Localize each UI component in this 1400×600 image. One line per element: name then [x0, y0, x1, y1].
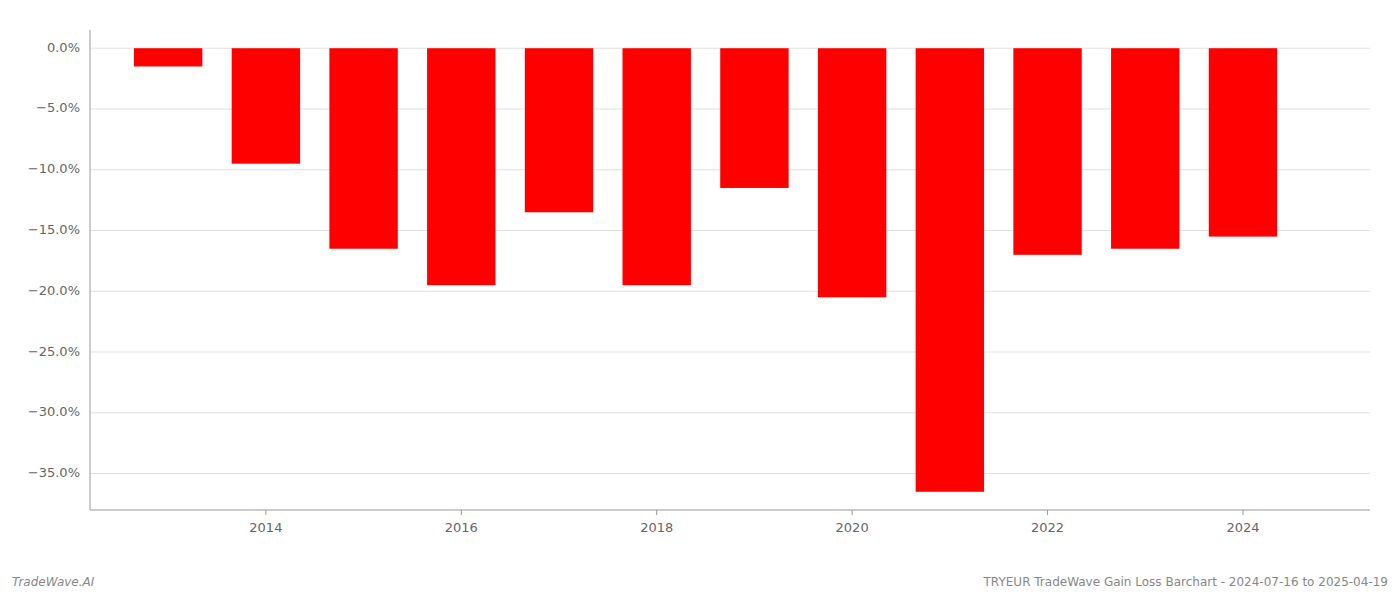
x-tick — [1242, 510, 1243, 515]
x-tick — [656, 510, 657, 515]
bar — [329, 48, 397, 249]
x-tick-label: 2020 — [836, 520, 869, 535]
x-axis-line — [90, 510, 1370, 511]
bar — [1013, 48, 1081, 255]
y-tick-label: −15.0% — [28, 222, 80, 237]
y-tick-label: −10.0% — [28, 161, 80, 176]
y-tick-label: −35.0% — [28, 465, 80, 480]
x-tick — [461, 510, 462, 515]
grid — [90, 48, 1370, 473]
x-tick — [852, 510, 853, 515]
bar — [818, 48, 886, 297]
grid-line — [90, 473, 1370, 474]
bar — [232, 48, 300, 163]
chart: 0.0% −5.0% −10.0% −15.0% −20.0% −25.0% −30.0% −… — [0, 0, 1400, 600]
x-tick — [265, 510, 266, 515]
bar — [916, 48, 984, 492]
y-tick-label: −30.0% — [28, 404, 80, 419]
x-tick-label: 2022 — [1031, 520, 1064, 535]
bar — [525, 48, 593, 212]
y-tick-label: −5.0% — [36, 100, 80, 115]
x-tick-label: 2016 — [445, 520, 478, 535]
x-tick-label: 2014 — [249, 520, 282, 535]
bar — [134, 48, 202, 66]
bar — [427, 48, 495, 285]
y-tick-label: −20.0% — [28, 283, 80, 298]
y-tick-label: 0.0% — [47, 40, 80, 55]
grid-line — [90, 352, 1370, 353]
bar — [1111, 48, 1179, 249]
bars — [134, 48, 1277, 492]
footer-annotation: TradeWave.AI — [12, 575, 95, 589]
bar — [1209, 48, 1277, 236]
grid-line — [90, 291, 1370, 292]
grid-line — [90, 412, 1370, 413]
x-tick — [1047, 510, 1048, 515]
y-axis-line — [90, 30, 91, 510]
x-tick-label: 2024 — [1226, 520, 1259, 535]
x-tick-label: 2018 — [640, 520, 673, 535]
bar — [623, 48, 691, 285]
y-tick-label: −25.0% — [28, 344, 80, 359]
bar — [720, 48, 788, 188]
footer-annotation: TRYEUR TradeWave Gain Loss Barchart - 20… — [983, 575, 1388, 589]
